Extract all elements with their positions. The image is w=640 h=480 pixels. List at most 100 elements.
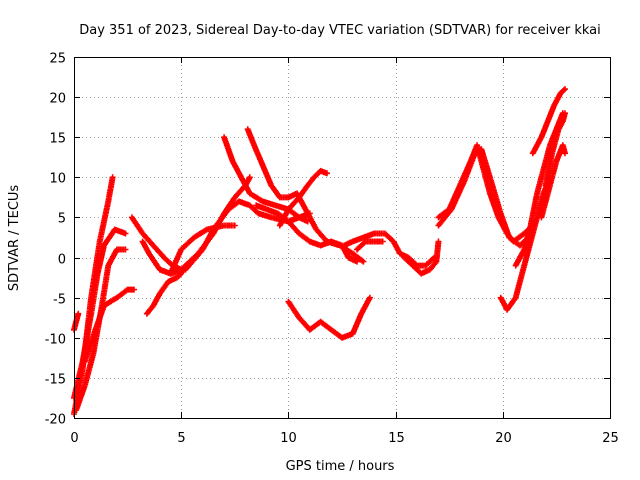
series-arc-22 xyxy=(529,86,568,157)
data-point-markers xyxy=(128,214,145,235)
chart-title: Day 351 of 2023, Sidereal Day-to-day VTE… xyxy=(79,23,601,38)
data-point-markers xyxy=(461,151,478,185)
data-point-markers xyxy=(229,158,244,179)
data-point-markers xyxy=(544,103,557,125)
data-point-markers xyxy=(371,238,386,245)
data-point-markers xyxy=(111,226,129,237)
x-tick-label: 20 xyxy=(495,431,512,446)
data-point-markers xyxy=(92,304,107,333)
series-arc-4 xyxy=(71,310,82,333)
data-point-markers xyxy=(96,200,111,245)
data-point-markers xyxy=(244,126,257,147)
data-point-markers xyxy=(381,230,396,244)
data-point-markers xyxy=(285,298,302,320)
data-series xyxy=(71,86,568,417)
data-point-markers xyxy=(401,254,415,268)
series-arc-13 xyxy=(253,202,360,265)
data-point-markers xyxy=(113,246,129,253)
data-point-markers xyxy=(302,206,319,231)
data-point-markers xyxy=(512,264,527,301)
data-point-markers xyxy=(296,214,311,225)
data-point-markers xyxy=(81,352,96,389)
data-point-markers xyxy=(161,254,175,268)
data-point-markers xyxy=(105,248,120,269)
data-point-markers xyxy=(529,135,544,157)
data-point-markers xyxy=(317,167,330,177)
series-arc-16 xyxy=(354,238,386,253)
data-point-markers xyxy=(532,192,547,229)
data-point-markers xyxy=(486,190,501,219)
data-point-markers xyxy=(296,183,310,201)
series-arc-10 xyxy=(221,134,311,225)
y-tick-label: 0 xyxy=(58,253,66,268)
series-arc-8 xyxy=(143,270,185,317)
data-point-markers xyxy=(542,152,555,189)
data-point-markers xyxy=(349,312,364,337)
data-point-markers xyxy=(512,248,527,269)
y-tick-label: 25 xyxy=(49,52,66,67)
data-point-markers xyxy=(268,182,282,200)
data-point-markers xyxy=(199,228,216,253)
data-point-markers xyxy=(246,202,261,216)
data-point-markers xyxy=(538,119,551,141)
data-point-markers xyxy=(559,142,568,157)
data-point-markers xyxy=(426,259,439,273)
data-point-markers xyxy=(150,242,166,260)
data-point-markers xyxy=(203,222,226,233)
y-tick-label: 10 xyxy=(49,172,66,187)
data-point-markers xyxy=(251,142,265,167)
data-point-markers xyxy=(486,174,504,215)
data-point-markers xyxy=(156,280,171,297)
series-arc-9 xyxy=(167,222,238,277)
data-point-markers xyxy=(304,175,317,189)
data-point-markers xyxy=(478,146,493,179)
data-point-markers xyxy=(178,235,196,253)
data-point-markers xyxy=(306,238,322,248)
data-point-markers xyxy=(101,295,119,309)
data-point-markers xyxy=(497,210,512,239)
data-point-markers xyxy=(540,144,553,173)
series-arc-17 xyxy=(401,238,442,277)
data-point-markers xyxy=(557,86,568,97)
data-point-markers xyxy=(139,230,156,248)
data-point-markers xyxy=(101,227,117,249)
data-point-markers xyxy=(538,184,553,221)
data-point-markers xyxy=(521,224,538,269)
data-point-markers xyxy=(191,227,209,241)
data-point-markers xyxy=(405,254,419,268)
data-point-markers xyxy=(313,226,329,244)
data-point-markers xyxy=(221,134,236,163)
data-point-markers xyxy=(146,250,162,272)
series-arc-12 xyxy=(276,167,330,229)
x-tick-label: 15 xyxy=(388,431,405,446)
plot-frame xyxy=(74,57,611,419)
x-tick-label: 5 xyxy=(177,431,185,446)
data-point-markers xyxy=(259,162,274,187)
y-tick-label: -5 xyxy=(53,293,66,308)
data-point-markers xyxy=(317,318,333,332)
data-point-markers xyxy=(345,254,360,265)
series-arc-24 xyxy=(542,110,568,189)
data-point-markers xyxy=(167,248,184,277)
data-point-markers xyxy=(73,310,82,325)
series-arc-11 xyxy=(244,126,367,265)
data-point-markers xyxy=(274,210,291,224)
data-point-markers xyxy=(448,179,467,213)
data-point-markers xyxy=(246,190,265,204)
data-point-markers xyxy=(105,174,116,205)
y-tick-label: 15 xyxy=(49,132,66,147)
data-point-markers xyxy=(534,168,547,197)
y-tick-label: -15 xyxy=(45,373,66,388)
data-point-markers xyxy=(285,218,301,236)
y-tick-label: 5 xyxy=(58,212,66,227)
series-arc-5 xyxy=(81,286,137,365)
data-point-markers xyxy=(354,239,368,253)
data-point-markers xyxy=(143,304,156,317)
axes: 0 5 10 15 20 25 -20 -15 -10 -5 0 5 10 15 20 25 xyxy=(45,52,619,447)
x-tick-label: 25 xyxy=(602,431,619,446)
y-tick-label: -20 xyxy=(45,413,66,428)
data-point-markers xyxy=(94,244,107,277)
x-tick-label: 0 xyxy=(70,431,78,446)
data-point-markers xyxy=(559,110,568,125)
